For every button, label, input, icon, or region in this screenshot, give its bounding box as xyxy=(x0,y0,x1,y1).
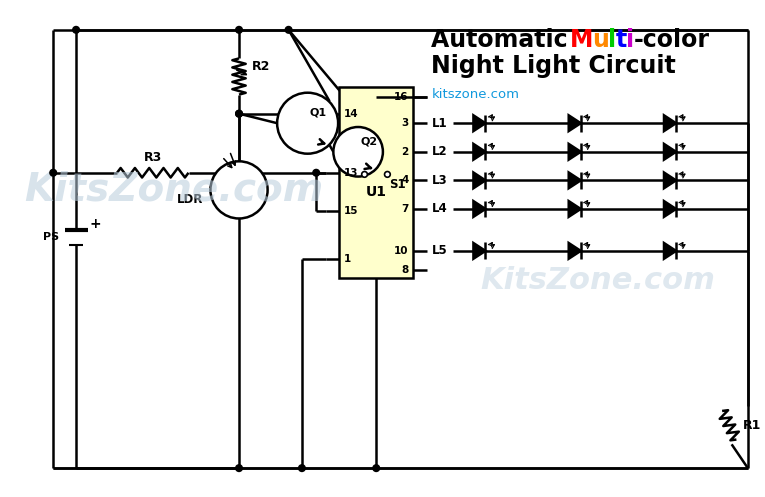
Text: l: l xyxy=(608,28,616,52)
Text: 10: 10 xyxy=(394,246,409,256)
Polygon shape xyxy=(568,243,581,259)
Text: i: i xyxy=(627,28,634,52)
Text: M: M xyxy=(570,28,593,52)
Text: LDR: LDR xyxy=(177,193,203,206)
Text: kitszone.com: kitszone.com xyxy=(431,88,519,101)
Circle shape xyxy=(73,26,80,33)
Text: 4: 4 xyxy=(402,175,409,185)
Text: R3: R3 xyxy=(144,151,162,164)
Text: t: t xyxy=(616,28,627,52)
Circle shape xyxy=(362,171,367,177)
Circle shape xyxy=(236,465,243,472)
Text: L3: L3 xyxy=(431,174,447,187)
Text: 15: 15 xyxy=(343,206,358,216)
Polygon shape xyxy=(664,243,676,259)
Text: KitsZone.com: KitsZone.com xyxy=(481,266,716,295)
Text: PS: PS xyxy=(43,232,59,242)
Text: 1: 1 xyxy=(343,253,351,263)
Polygon shape xyxy=(474,172,486,188)
Polygon shape xyxy=(474,243,486,259)
Polygon shape xyxy=(664,144,676,160)
Circle shape xyxy=(277,93,338,154)
Text: 8: 8 xyxy=(402,265,409,275)
Circle shape xyxy=(285,26,292,33)
Circle shape xyxy=(373,465,379,472)
Text: 13: 13 xyxy=(343,168,358,178)
Circle shape xyxy=(236,26,243,33)
Circle shape xyxy=(334,127,383,176)
Text: 7: 7 xyxy=(402,204,409,214)
Text: L5: L5 xyxy=(431,245,448,257)
Circle shape xyxy=(313,169,320,176)
Text: R2: R2 xyxy=(252,61,271,74)
Circle shape xyxy=(298,465,305,472)
Polygon shape xyxy=(474,144,486,160)
Text: R1: R1 xyxy=(743,419,761,432)
Circle shape xyxy=(210,162,268,219)
Polygon shape xyxy=(664,201,676,217)
Text: L2: L2 xyxy=(431,145,447,158)
Text: +: + xyxy=(90,217,101,231)
Circle shape xyxy=(236,110,243,117)
Polygon shape xyxy=(568,115,581,131)
Text: Q1: Q1 xyxy=(310,107,327,117)
Text: Automatic: Automatic xyxy=(431,28,576,52)
Polygon shape xyxy=(568,172,581,188)
Circle shape xyxy=(385,171,390,177)
Text: Night Light Circuit: Night Light Circuit xyxy=(431,54,676,79)
Polygon shape xyxy=(664,115,676,131)
Circle shape xyxy=(236,110,243,117)
Text: u: u xyxy=(592,28,609,52)
Bar xyxy=(339,87,413,277)
Polygon shape xyxy=(568,201,581,217)
Polygon shape xyxy=(474,201,486,217)
Text: S1: S1 xyxy=(389,178,406,191)
Polygon shape xyxy=(568,144,581,160)
Text: 16: 16 xyxy=(394,91,409,101)
Text: L4: L4 xyxy=(431,202,448,216)
Text: U1: U1 xyxy=(366,185,387,199)
Polygon shape xyxy=(664,172,676,188)
Text: KitsZone.com: KitsZone.com xyxy=(24,171,324,209)
Text: -color: -color xyxy=(634,28,710,52)
Text: L1: L1 xyxy=(431,117,447,130)
Text: 14: 14 xyxy=(343,109,359,119)
Polygon shape xyxy=(474,115,486,131)
Text: Q2: Q2 xyxy=(360,136,377,146)
Text: 3: 3 xyxy=(402,118,409,128)
Text: 2: 2 xyxy=(402,147,409,157)
Circle shape xyxy=(50,169,57,176)
